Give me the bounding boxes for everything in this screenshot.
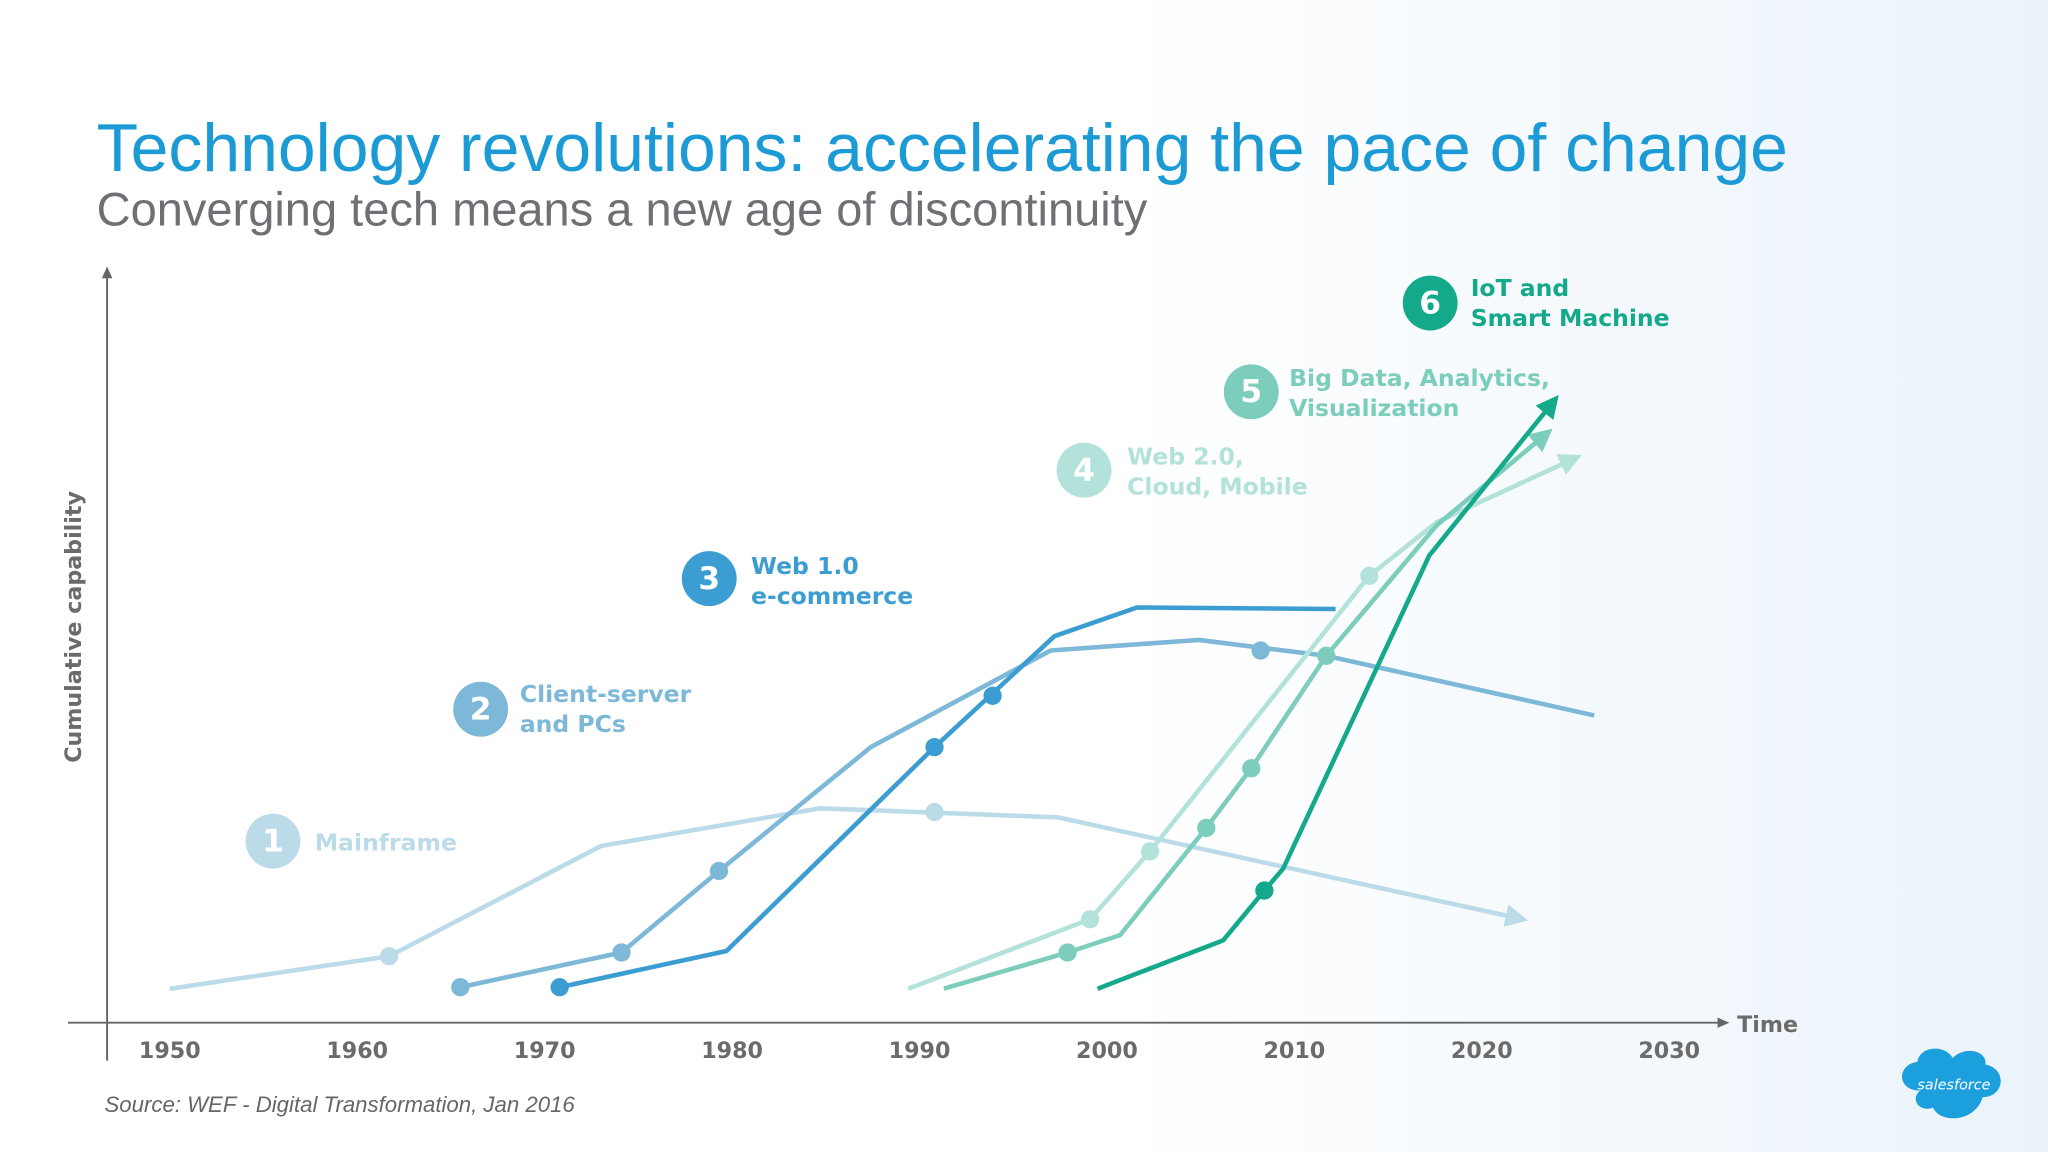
data-point — [709, 861, 729, 881]
data-point — [1080, 910, 1100, 929]
series-line — [1096, 395, 1559, 991]
data-point — [1360, 566, 1379, 585]
data-point — [1058, 943, 1077, 962]
data-point — [1197, 818, 1216, 838]
x-tick-label: 2020 — [1451, 1038, 1513, 1064]
data-point — [1242, 759, 1261, 778]
series-label: Mainframe — [315, 828, 457, 856]
series-label: Big Data, Analytics, — [1289, 364, 1550, 392]
data-point — [612, 943, 631, 962]
badge-number: 2 — [470, 692, 492, 728]
badge-number: 4 — [1073, 453, 1095, 489]
data-point — [983, 686, 1002, 705]
badge-number: 6 — [1419, 285, 1441, 321]
series-label: Web 2.0, — [1127, 442, 1244, 470]
series-label: IoT and — [1471, 274, 1570, 302]
badge — [453, 681, 509, 737]
data-point — [925, 802, 944, 822]
data-point — [550, 978, 569, 997]
x-tick-label: 1980 — [701, 1038, 763, 1064]
y-axis-label: Cumulative capability — [61, 491, 87, 763]
badge-number: 1 — [262, 823, 284, 859]
x-tick-label: 1970 — [514, 1038, 576, 1064]
series-label: Smart Machine — [1471, 304, 1670, 332]
badge-number: 5 — [1240, 374, 1262, 410]
x-tick-label: 2010 — [1263, 1038, 1325, 1064]
x-tick-label: 1990 — [889, 1038, 951, 1064]
series-label: Cloud, Mobile — [1127, 472, 1308, 500]
title: Technology revolutions: accelerating the… — [97, 111, 1788, 186]
data-point — [1255, 881, 1274, 900]
badge — [681, 551, 737, 607]
data-point — [925, 737, 944, 757]
badge — [1223, 364, 1279, 420]
x-axis-arrow — [1717, 1017, 1730, 1028]
x-tick-label: 2030 — [1638, 1038, 1700, 1064]
x-tick-label: 2000 — [1076, 1038, 1138, 1064]
x-axis-label: Time — [1737, 1012, 1798, 1038]
logo-cloud — [1902, 1048, 2001, 1119]
series-label: e-commerce — [751, 582, 913, 610]
badge — [245, 813, 301, 869]
x-tick-label: 1950 — [139, 1038, 201, 1064]
data-point — [1317, 646, 1336, 665]
logo-text: salesforce — [1917, 1077, 1990, 1093]
series-line — [943, 428, 1553, 991]
badge — [1402, 275, 1458, 331]
series-label: Visualization — [1289, 394, 1459, 422]
x-tick-label: 1960 — [326, 1038, 388, 1064]
series-line — [907, 454, 1582, 991]
data-point — [379, 947, 399, 966]
data-point — [451, 978, 470, 997]
series-label: and PCs — [520, 710, 626, 738]
badge-number: 3 — [698, 561, 720, 597]
data-point — [1140, 842, 1160, 861]
data-point — [1251, 641, 1270, 660]
badge — [1056, 442, 1112, 498]
subtitle: Converging tech means a new age of disco… — [97, 182, 1148, 235]
source: Source: WEF - Digital Transformation, Ja… — [104, 1092, 575, 1117]
series-label: Web 1.0 — [751, 552, 859, 580]
series-label: Client-server — [520, 680, 692, 708]
series-line — [169, 806, 1529, 991]
y-axis-arrow — [101, 266, 113, 279]
